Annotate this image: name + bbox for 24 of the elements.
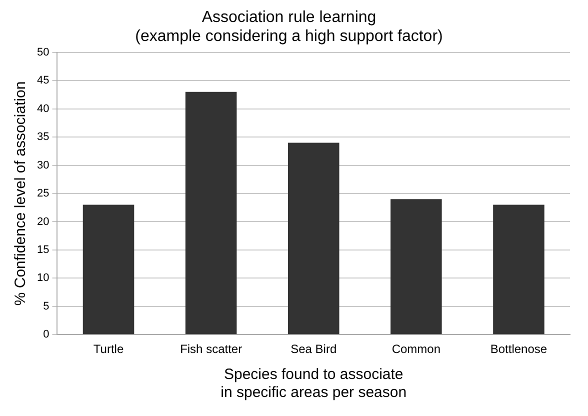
x-tick-label: Bottlenose <box>490 342 548 356</box>
bar <box>185 92 237 334</box>
x-tick-label: Common <box>392 342 441 356</box>
y-tick-label: 50 <box>36 46 50 58</box>
y-tick-label: 20 <box>36 216 50 228</box>
y-tick-label: 45 <box>36 74 50 87</box>
bar <box>82 204 134 334</box>
x-axis-title: Species found to associate in specific areas per season <box>220 366 407 402</box>
bar <box>493 204 544 334</box>
y-tick-label: 25 <box>36 188 50 200</box>
y-tick-label: 5 <box>43 300 50 312</box>
chart-title: Association rule learning (example considering a high support factor) <box>135 9 443 46</box>
y-tick-label: 40 <box>36 102 50 115</box>
y-tick-label: 30 <box>36 159 50 172</box>
x-tick-label: Fish scatter <box>180 342 242 356</box>
y-tick-label: 0 <box>43 328 50 341</box>
y-tick-label: 35 <box>36 131 50 144</box>
y-tick-label: 15 <box>36 244 50 256</box>
bar <box>288 142 340 334</box>
y-tick-label: 10 <box>36 272 50 284</box>
x-tick-label: Turtle <box>93 342 124 356</box>
bar <box>390 199 442 334</box>
x-tick-label: Sea Bird <box>290 342 337 356</box>
y-axis-title: % Confidence level of association <box>12 81 30 306</box>
